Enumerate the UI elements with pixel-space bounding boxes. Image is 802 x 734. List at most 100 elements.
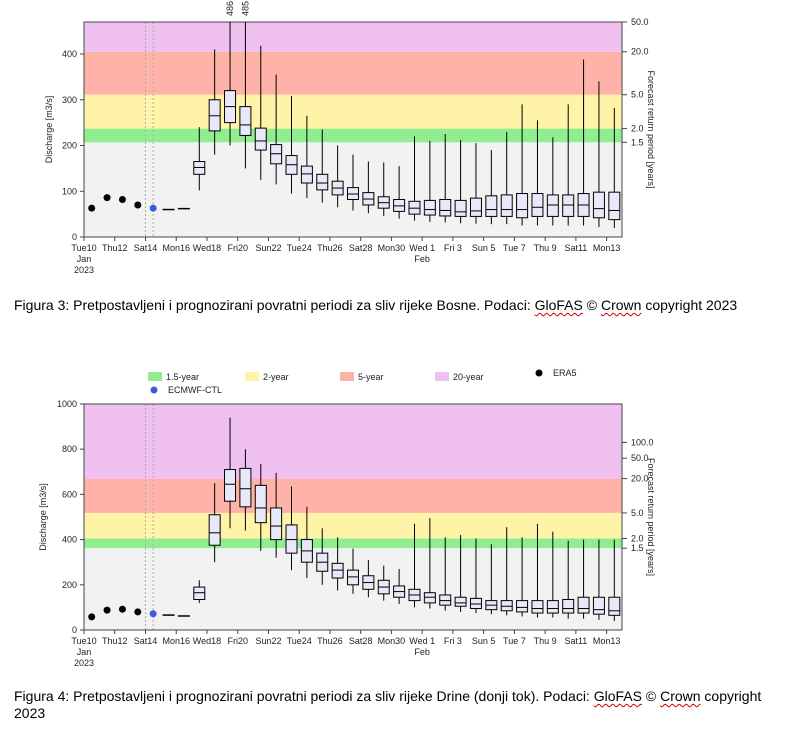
legend-label: 1.5-year [166, 372, 199, 382]
overflow-label: 485 [240, 1, 250, 16]
box-body [224, 469, 237, 502]
box-body [347, 569, 359, 586]
box-body [531, 193, 544, 217]
return-level-label: 5.0 [631, 508, 644, 518]
box-body [500, 194, 513, 217]
x-tick-label: Sun22 [255, 243, 281, 253]
forecast-box [393, 568, 406, 605]
y-tick-label: 100 [62, 186, 77, 196]
forecast-box [362, 559, 375, 598]
return-level-label: 1.5 [631, 543, 644, 553]
x-tick-label: Mon30 [378, 243, 406, 253]
return-period-band [84, 22, 622, 52]
x-tick-label: Thu12 [102, 636, 128, 646]
x-tick-label: Mon16 [162, 636, 190, 646]
y2-axis-label: Forecast return period [years] [646, 458, 656, 576]
return-level-label: 20.0 [631, 47, 649, 57]
forecast-box [270, 74, 283, 185]
box-body [454, 596, 467, 607]
forecast-box [592, 539, 605, 620]
forecast-box [316, 528, 329, 585]
glofas-word: GloFAS [534, 297, 583, 313]
box-body [239, 106, 252, 136]
x-tick-label: Tue 7 [503, 243, 526, 253]
forecast-box [608, 539, 621, 621]
forecast-box [377, 162, 390, 216]
forecast-box [347, 154, 359, 211]
forecast-box [331, 537, 344, 591]
forecast-box [439, 537, 452, 611]
box-body [254, 484, 267, 524]
x-tick-label: Tue10 [71, 243, 96, 253]
forecast-box [224, 22, 237, 146]
y-tick-label: 600 [62, 489, 77, 499]
legend-label: 2-year [263, 372, 289, 382]
box-body [423, 592, 436, 604]
x-tick-label: Mon13 [593, 243, 621, 253]
box-body [193, 586, 206, 600]
x-tick-label: Sat28 [349, 243, 373, 253]
box-body [254, 127, 267, 151]
forecast-box [239, 449, 252, 531]
forecast-box [423, 518, 436, 609]
box-body [239, 467, 252, 508]
forecast-box [516, 537, 529, 617]
y-tick-label: 200 [62, 580, 77, 590]
box-body [577, 596, 590, 614]
y-tick-label: 0 [72, 625, 77, 635]
crown-word: Crown [600, 297, 642, 313]
x-tick-label: Fri20 [227, 243, 248, 253]
plot-frame [83, 21, 623, 238]
legend-swatch [148, 372, 162, 381]
box-body [500, 600, 513, 612]
return-period-band [84, 128, 622, 143]
x-tick-label: Thu26 [317, 243, 343, 253]
forecast-box [316, 129, 329, 203]
forecast-box [485, 150, 498, 225]
forecast-box [469, 143, 482, 224]
x-tick-label: Wed 1 [409, 243, 435, 253]
forecast-box [469, 538, 482, 614]
legend-label: 5-year [358, 372, 384, 382]
return-period-band [84, 94, 622, 129]
plot-frame [83, 403, 623, 631]
y2-axis-label: Forecast return period [years] [646, 70, 656, 188]
box-body [485, 195, 498, 217]
era5-point [103, 194, 111, 202]
forecast-box [408, 523, 421, 608]
overflow-label: 486 [225, 1, 235, 16]
forecast-box [577, 59, 590, 226]
box-body [516, 193, 529, 219]
forecast-box [208, 483, 221, 563]
x-tick-label: Fri 3 [444, 636, 462, 646]
x-tick-label: Tue 7 [503, 636, 526, 646]
y-tick-label: 400 [62, 49, 77, 59]
box-body [469, 597, 482, 610]
y-axis-label: Discharge [m3/s] [44, 96, 54, 164]
box-body [285, 524, 298, 554]
box-body [300, 165, 313, 184]
y-tick-label: 200 [62, 141, 77, 151]
x-tick-label: Tue24 [287, 636, 312, 646]
forecast-box [439, 134, 452, 223]
forecast-box [516, 104, 529, 226]
forecast-box [270, 472, 283, 558]
return-period-band [84, 538, 622, 549]
drina-discharge-chart: 1.5-year 2-year 5-year 20-year ERA5 ECMWF-CTL… [38, 368, 656, 668]
bosna-discharge-chart: 0 100 200 300 400 Discharge [m3/s] 1.5 2.0 5.0 20… [44, 1, 656, 275]
box-body [516, 600, 529, 613]
forecast-box [592, 81, 605, 227]
x-tick-sublabel: Feb [414, 647, 430, 657]
forecast-box [577, 539, 590, 619]
box-body [454, 199, 467, 217]
era5-point [103, 606, 111, 614]
forecast-box [423, 140, 436, 222]
box-body [439, 198, 452, 217]
x-tick-label: Sun22 [255, 636, 281, 646]
figure-4-caption: Figura 4: Pretpostavljeni i prognozirani… [14, 688, 762, 721]
era5-point [134, 608, 142, 616]
forecast-box [285, 96, 298, 194]
forecast-box [500, 131, 513, 225]
x-tick-label: Thu26 [317, 636, 343, 646]
ecmwf-ctl-point [149, 610, 157, 618]
